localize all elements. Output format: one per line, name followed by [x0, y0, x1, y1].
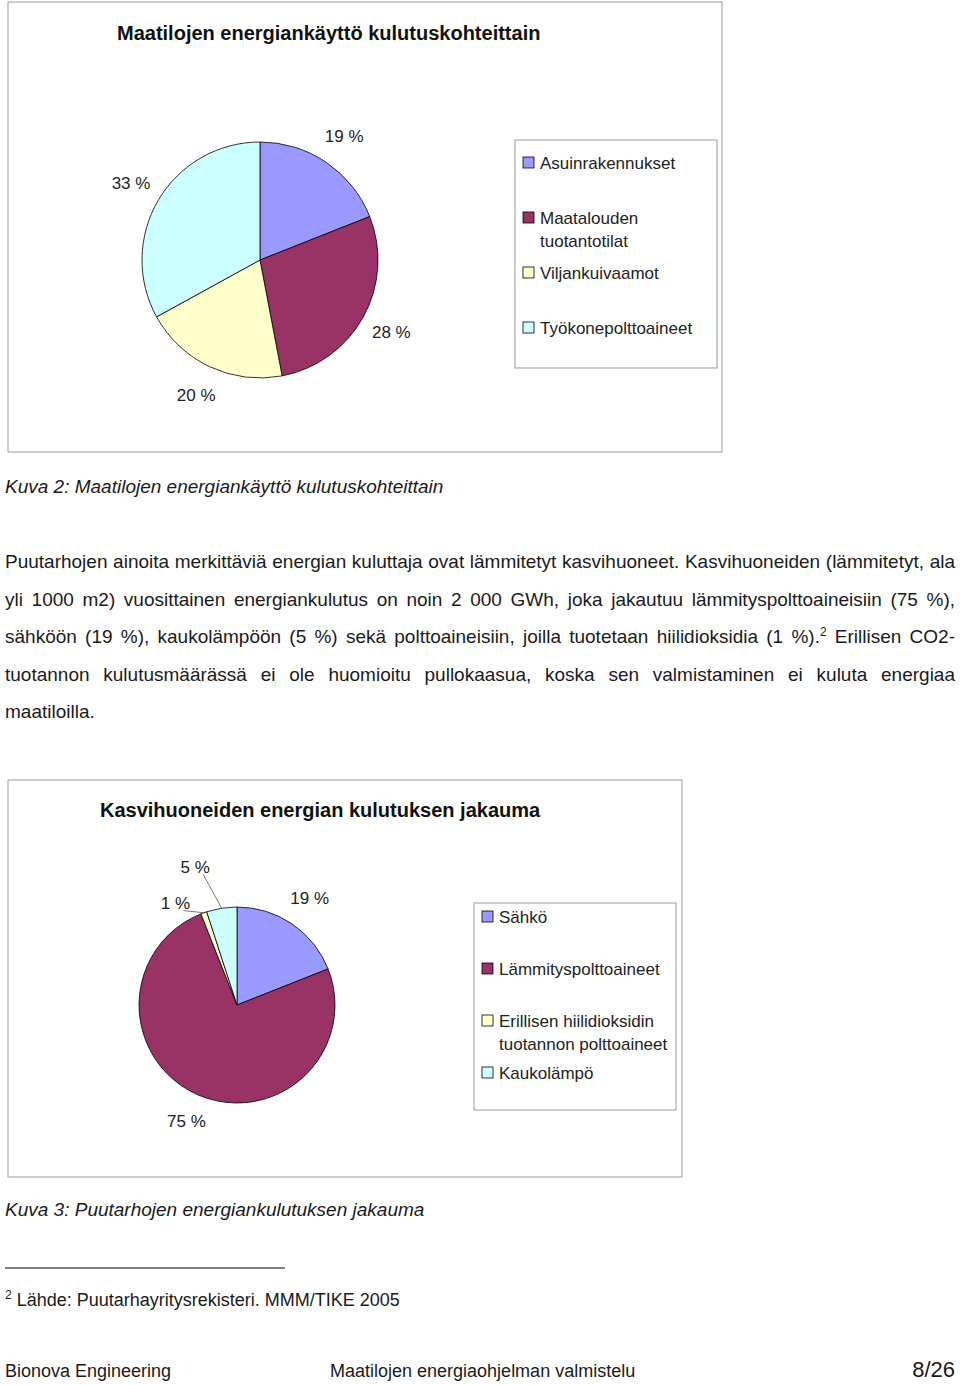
footnote: 2 Lähde: Puutarhayritysrekisteri. MMM/TI…	[5, 1290, 400, 1311]
legend-swatch	[523, 267, 534, 278]
legend-swatch	[523, 212, 534, 223]
pie-slice	[207, 907, 237, 1005]
legend-swatch	[482, 963, 493, 974]
page-canvas: Maatilojen energiankäyttö kulutuskohteit…	[0, 0, 960, 1385]
legend-label: Asuinrakennukset	[540, 154, 675, 173]
pie-chart: Kasvihuoneiden energian kulutuksen jakau…	[8, 780, 682, 1177]
legend-label: Työkonepolttoaineet	[540, 319, 692, 338]
data-label: 5 %	[181, 858, 210, 877]
legend-label: Kaukolämpö	[499, 1064, 594, 1083]
data-label: 19 %	[290, 889, 329, 908]
legend-swatch	[523, 322, 534, 333]
legend-label: Erillisen hiilidioksidintuotannon poltto…	[499, 1012, 668, 1054]
footnote-rule	[5, 1268, 285, 1269]
figure-caption: Kuva 2: Maatilojen energiankäyttö kulutu…	[5, 476, 443, 498]
slices	[142, 142, 378, 378]
legend-frame	[474, 903, 676, 1110]
legend-swatch	[482, 911, 493, 922]
footnote-ref: 2	[820, 625, 827, 639]
legend-swatch	[482, 1015, 493, 1026]
chart-title: Maatilojen energiankäyttö kulutuskohteit…	[117, 22, 540, 44]
data-label: 19 %	[325, 127, 364, 146]
leader-line	[203, 875, 221, 909]
legend-label: Maataloudentuotantotilat	[540, 209, 638, 251]
data-label: 33 %	[112, 174, 151, 193]
footer-left: Bionova Engineering	[5, 1361, 171, 1382]
paragraph: Puutarhojen ainoita merkittäviä energian…	[5, 543, 955, 731]
footnote-text: Lähde: Puutarhayritysrekisteri. MMM/TIKE…	[17, 1290, 400, 1310]
legend: Sähkö Lämmityspolttoaineet Erillisen hiili…	[474, 903, 676, 1110]
pie-slice	[142, 142, 260, 317]
legend-label: Sähkö	[499, 908, 547, 927]
page-number: 8/26	[912, 1357, 955, 1383]
legend-frame	[515, 140, 717, 368]
paragraph-text: Puutarhojen ainoita merkittäviä energian…	[5, 551, 955, 647]
data-label: 1 %	[161, 894, 190, 913]
slices	[139, 907, 335, 1103]
data-label: 28 %	[372, 323, 411, 342]
legend-swatch	[523, 157, 534, 168]
chart-title: Kasvihuoneiden energian kulutuksen jakau…	[100, 799, 541, 821]
legend-swatch	[482, 1067, 493, 1078]
data-label: 20 %	[177, 386, 216, 405]
figure-caption: Kuva 3: Puutarhojen energiankulutuksen j…	[5, 1199, 424, 1221]
legend-label: Lämmityspolttoaineet	[499, 960, 660, 979]
footnote-marker: 2	[5, 1288, 12, 1302]
legend-label: Viljankuivaamot	[540, 264, 659, 283]
legend: Asuinrakennukset Maataloudentuotantotilat…	[515, 140, 717, 368]
footer-center: Maatilojen energiaohjelman valmistelu	[330, 1361, 635, 1382]
data-label: 75 %	[167, 1112, 206, 1131]
chart-frame	[8, 780, 682, 1177]
chart-frame	[8, 2, 722, 452]
pie-chart: Maatilojen energiankäyttö kulutuskohteit…	[8, 2, 722, 452]
